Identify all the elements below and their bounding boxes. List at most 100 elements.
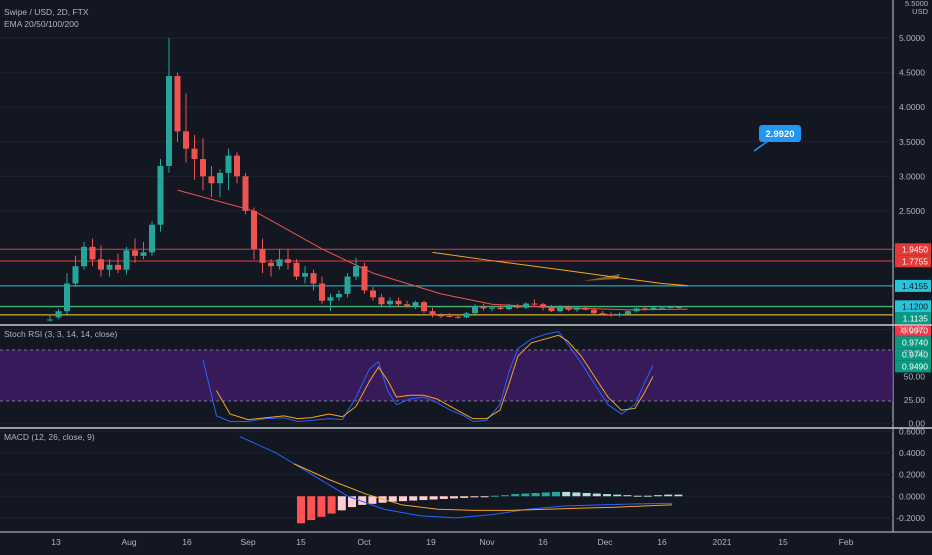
candle-body — [208, 176, 215, 184]
candle[interactable] — [591, 307, 597, 315]
candle[interactable] — [361, 262, 368, 294]
candle[interactable] — [64, 273, 70, 315]
candle[interactable] — [625, 309, 631, 315]
candle[interactable] — [259, 238, 266, 274]
candle[interactable] — [200, 138, 206, 191]
candle[interactable] — [565, 305, 572, 312]
candle[interactable] — [489, 306, 495, 312]
candle[interactable] — [208, 165, 215, 198]
candle[interactable] — [183, 93, 189, 163]
candle[interactable] — [115, 253, 121, 274]
candle[interactable] — [98, 245, 104, 277]
candle[interactable] — [55, 309, 62, 319]
candle[interactable] — [463, 311, 470, 319]
time-tick-label: Feb — [839, 537, 854, 547]
candle[interactable] — [285, 248, 291, 270]
candle[interactable] — [217, 169, 223, 198]
price-callout[interactable]: 2.9920 — [753, 125, 801, 152]
candle[interactable] — [455, 314, 461, 319]
candle-body — [506, 305, 512, 310]
price-level-badge-label: 0.9740 — [902, 349, 928, 359]
candle[interactable] — [429, 307, 436, 318]
candle[interactable] — [599, 311, 606, 316]
candle[interactable] — [616, 312, 623, 317]
ema-lines — [177, 189, 688, 311]
candle[interactable] — [174, 72, 181, 142]
candle[interactable] — [106, 259, 113, 277]
candle[interactable] — [387, 297, 393, 308]
candle[interactable] — [353, 257, 359, 281]
candle[interactable] — [166, 38, 172, 173]
candle-body — [242, 176, 249, 211]
candles[interactable] — [47, 38, 682, 322]
candle[interactable] — [497, 304, 504, 310]
candle[interactable] — [276, 248, 283, 270]
candle[interactable] — [149, 221, 155, 256]
candle[interactable] — [132, 238, 138, 263]
candle[interactable] — [140, 242, 147, 260]
candle[interactable] — [404, 300, 410, 308]
candle-body — [633, 308, 640, 312]
candle[interactable] — [438, 313, 444, 319]
candle-body — [676, 307, 682, 309]
candle[interactable] — [412, 300, 419, 310]
candle[interactable] — [242, 172, 249, 215]
candle[interactable] — [293, 259, 300, 281]
candle[interactable] — [72, 255, 79, 287]
candle[interactable] — [251, 207, 257, 260]
indicator-label[interactable]: EMA 20/50/100/200 — [4, 19, 79, 29]
candle[interactable] — [370, 286, 376, 301]
candle[interactable] — [667, 305, 674, 309]
candle[interactable] — [395, 297, 402, 307]
candle[interactable] — [472, 304, 478, 315]
candle[interactable] — [319, 276, 325, 305]
macd-title[interactable]: MACD (12, 26, close, 9) — [4, 432, 95, 442]
price-level-badge-label: 1.4155 — [902, 281, 928, 291]
time-axis[interactable]: 13 Aug 16 Sep 15 Oct 19 Nov 16 Dec 16 2021 15 Feb — [51, 537, 853, 547]
candle[interactable] — [302, 266, 308, 284]
candle[interactable] — [47, 314, 53, 322]
candle[interactable] — [608, 312, 614, 317]
candle[interactable] — [633, 307, 640, 313]
symbol-title[interactable]: Swipe / USD, 2D, FTX — [4, 7, 89, 17]
candle[interactable] — [89, 238, 96, 267]
candle[interactable] — [676, 306, 682, 309]
candle-body — [319, 283, 325, 301]
macd-histogram-bar — [531, 493, 540, 497]
candle[interactable] — [582, 306, 589, 311]
candle[interactable] — [336, 290, 342, 301]
candle[interactable] — [268, 259, 274, 277]
candle[interactable] — [81, 242, 87, 270]
candle[interactable] — [480, 303, 487, 311]
price-level-badge — [895, 348, 931, 361]
candle[interactable] — [234, 152, 240, 184]
candle[interactable] — [557, 304, 563, 313]
candle[interactable] — [421, 300, 427, 314]
stoch-title[interactable]: Stoch RSI (3, 3, 14, 14, close) — [4, 329, 118, 339]
candle[interactable] — [123, 246, 130, 275]
candle[interactable] — [523, 302, 529, 310]
candle[interactable] — [514, 303, 521, 309]
candle[interactable] — [574, 306, 580, 312]
candle[interactable] — [157, 159, 164, 232]
candle[interactable] — [659, 306, 665, 310]
candle[interactable] — [191, 134, 198, 180]
candle[interactable] — [506, 303, 512, 311]
candle[interactable] — [344, 273, 351, 298]
candle[interactable] — [446, 313, 453, 318]
triangle-drawing[interactable] — [583, 274, 620, 281]
candle-body — [650, 307, 657, 310]
candle[interactable] — [378, 293, 385, 307]
candle[interactable] — [225, 148, 232, 191]
candle[interactable] — [642, 306, 648, 311]
candle[interactable] — [548, 304, 555, 312]
candle[interactable] — [650, 307, 657, 311]
candle[interactable] — [540, 302, 546, 311]
time-tick-label: 16 — [182, 537, 192, 547]
price-tick-label: 4.5000 — [899, 68, 925, 78]
candle[interactable] — [310, 269, 317, 291]
candle[interactable] — [327, 293, 334, 312]
candle[interactable] — [531, 299, 538, 307]
